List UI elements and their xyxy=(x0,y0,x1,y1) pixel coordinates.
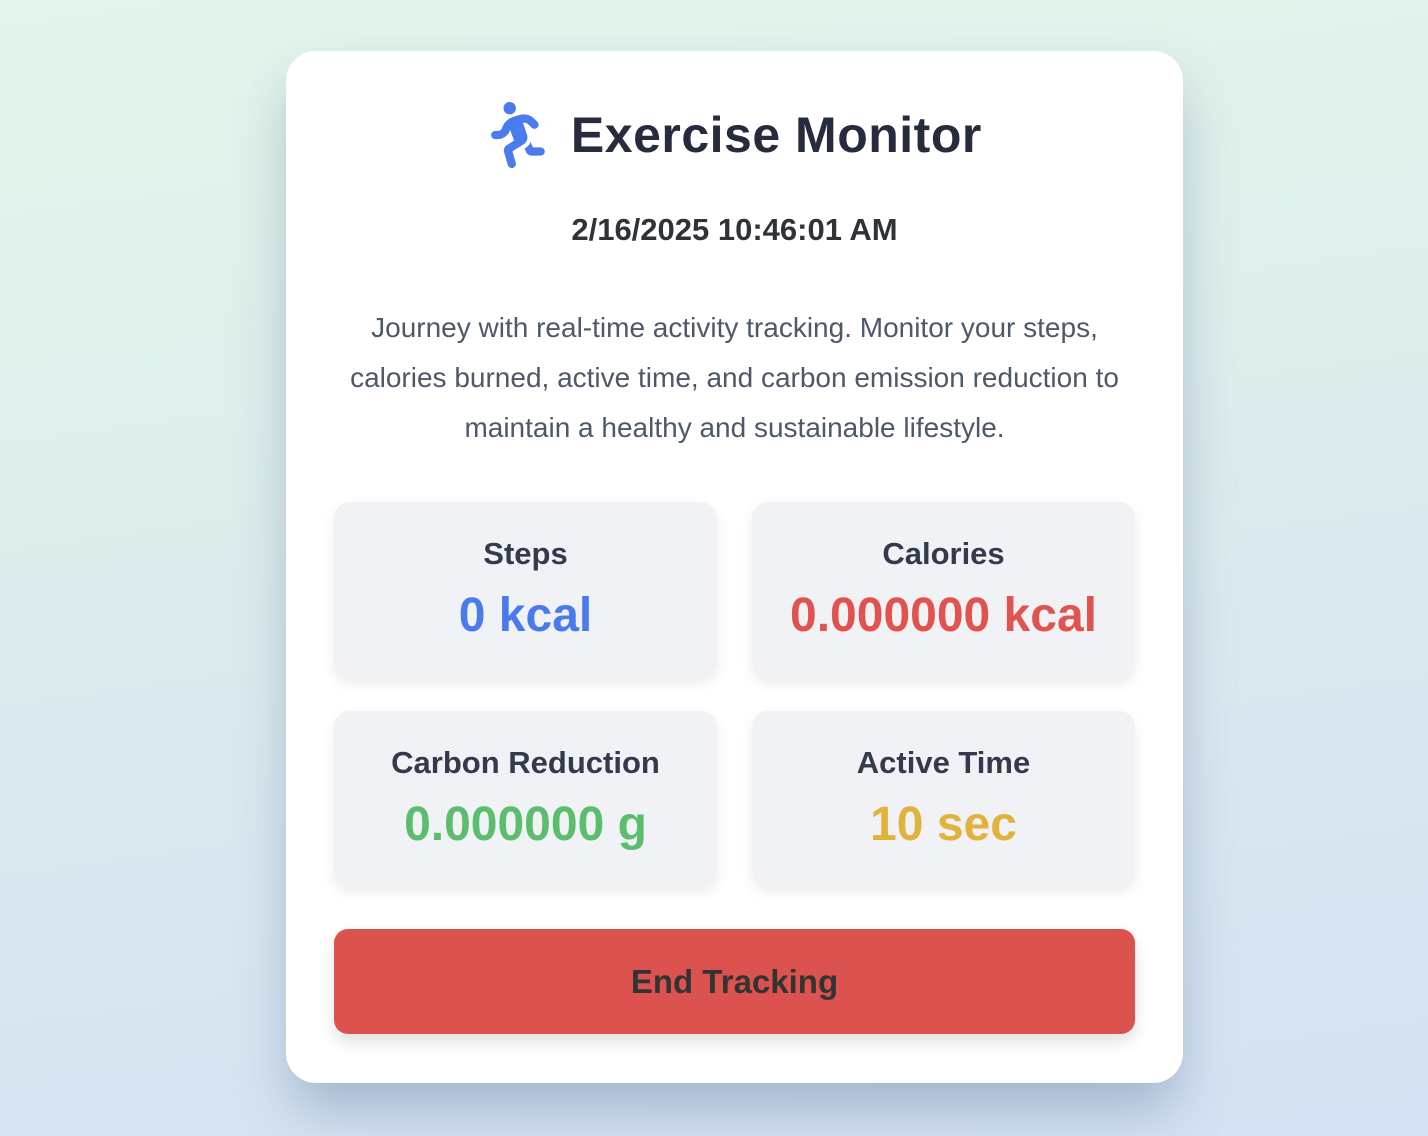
stat-label-calories: Calories xyxy=(882,536,1005,571)
stat-card-carbon-reduction: Carbon Reduction 0.000000 g xyxy=(334,711,717,886)
stat-value-active-time: 10 sec xyxy=(870,798,1017,851)
stat-card-steps: Steps 0 kcal xyxy=(334,502,717,677)
stats-grid: Steps 0 kcal Calories 0.000000 kcal Carb… xyxy=(334,502,1135,886)
stat-value-carbon-reduction: 0.000000 g xyxy=(404,798,647,851)
stat-label-carbon-reduction: Carbon Reduction xyxy=(391,745,660,780)
header: Exercise Monitor xyxy=(334,99,1135,171)
runner-icon xyxy=(487,102,545,168)
stat-value-calories: 0.000000 kcal xyxy=(790,589,1097,642)
stat-card-calories: Calories 0.000000 kcal xyxy=(752,502,1135,677)
stat-label-steps: Steps xyxy=(483,536,568,571)
stat-card-active-time: Active Time 10 sec xyxy=(752,711,1135,886)
datetime-display: 2/16/2025 10:46:01 AM xyxy=(571,212,898,247)
exercise-monitor-card: Exercise Monitor 2/16/2025 10:46:01 AM J… xyxy=(286,51,1183,1083)
description-text: Journey with real-time activity tracking… xyxy=(350,312,1119,443)
end-tracking-button[interactable]: End Tracking xyxy=(334,929,1135,1034)
page-title: Exercise Monitor xyxy=(570,107,982,163)
stat-value-steps: 0 kcal xyxy=(458,589,593,642)
stat-label-active-time: Active Time xyxy=(856,745,1031,780)
